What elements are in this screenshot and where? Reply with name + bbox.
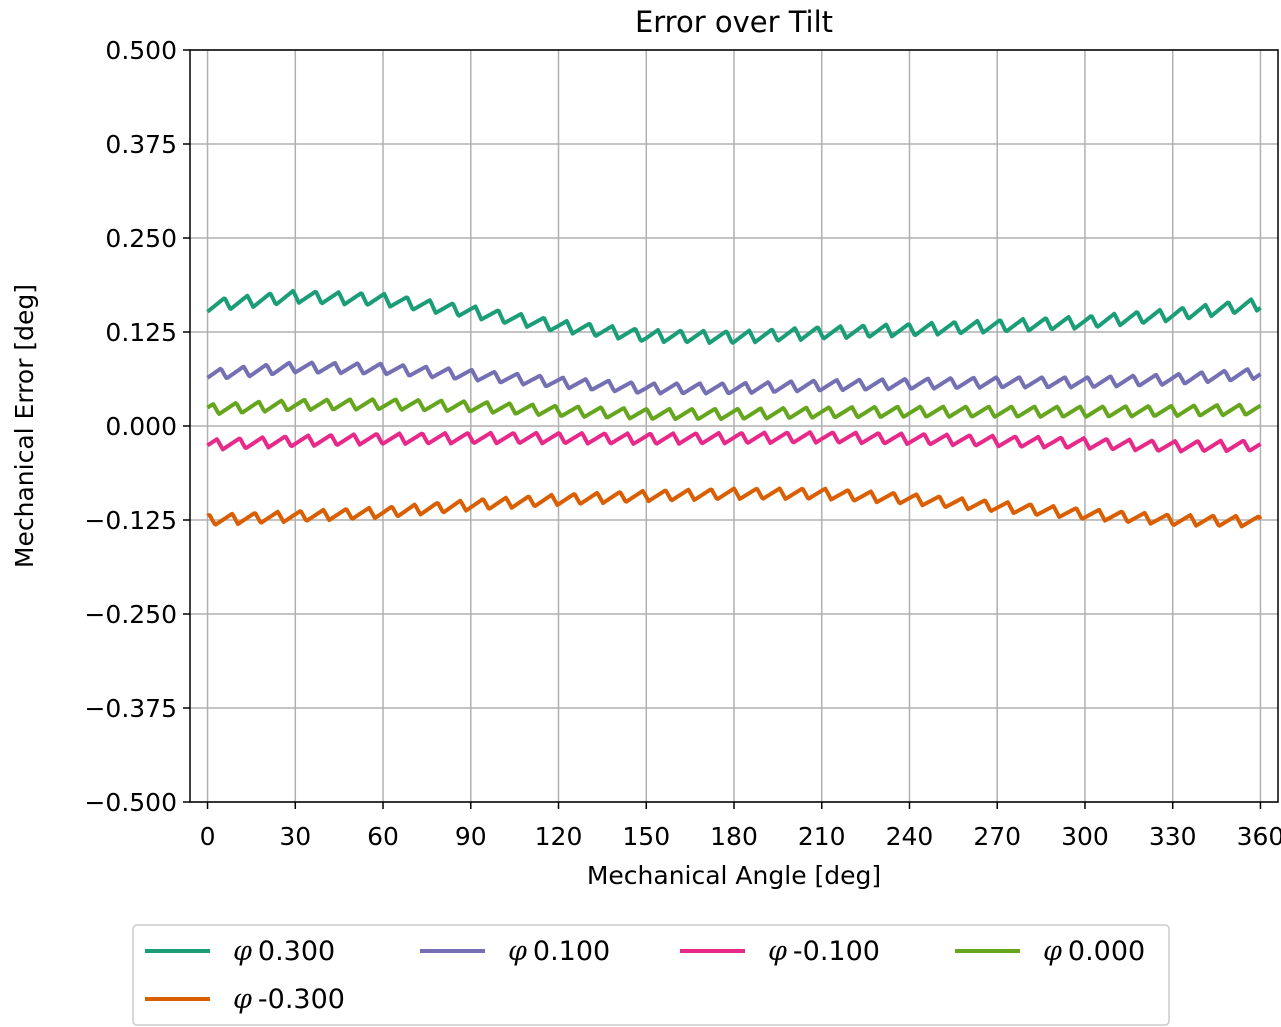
x-tick-label: 300: [1061, 822, 1109, 851]
legend-label: φ 0.100: [508, 936, 610, 967]
series-line-1: [206, 360, 1262, 396]
legend-label: φ -0.300: [233, 984, 345, 1015]
legend-symbol: φ: [508, 936, 527, 967]
legend-symbol: φ: [233, 984, 252, 1015]
x-tick-label: 60: [367, 822, 399, 851]
y-tick-label: 0.000: [105, 412, 177, 441]
legend-series-name: -0.300: [258, 984, 345, 1015]
x-tick-label: 360: [1237, 822, 1281, 851]
legend-series-name: 0.000: [1068, 936, 1145, 967]
x-tick-label: 120: [535, 822, 583, 851]
x-tick-label: 30: [279, 822, 311, 851]
x-tick-label: 330: [1149, 822, 1197, 851]
y-tick-label: −0.500: [84, 788, 177, 817]
legend-series-name: 0.300: [258, 936, 335, 967]
y-tick-label: −0.125: [84, 506, 177, 535]
x-tick-label: 270: [973, 822, 1021, 851]
x-axis-ticks: 0 30 60 90 120 150 180 210 240 270 300 330 360: [200, 802, 1281, 851]
legend-symbol: φ: [1043, 936, 1062, 967]
grid-lines: [190, 49, 1278, 803]
x-tick-label: 150: [622, 822, 670, 851]
legend-symbol: φ: [768, 936, 787, 967]
x-tick-label: 90: [455, 822, 487, 851]
legend-label: φ -0.100: [768, 936, 880, 967]
y-axis-ticks: 0.500 0.375 0.250 0.125 0.000 −0.125 −0.250 −0.…: [84, 36, 190, 817]
series-line-0: [206, 289, 1262, 345]
legend-label: φ 0.300: [233, 936, 335, 967]
y-tick-label: 0.375: [105, 130, 177, 159]
x-tick-label: 210: [798, 822, 846, 851]
x-axis-title: Mechanical Angle [deg]: [587, 861, 881, 890]
y-tick-label: 0.500: [105, 36, 177, 65]
x-tick-label: 180: [710, 822, 758, 851]
y-tick-label: −0.250: [84, 600, 177, 629]
series-line-2: [206, 430, 1262, 454]
chart-title: Error over Tilt: [635, 5, 833, 39]
legend-label: φ 0.000: [1043, 936, 1145, 967]
series-layer: [206, 289, 1263, 529]
y-axis-title: Mechanical Error [deg]: [10, 284, 39, 568]
y-tick-label: −0.375: [84, 694, 177, 723]
legend-series-name: -0.100: [793, 936, 880, 967]
series-line-3: [206, 397, 1262, 422]
legend-symbol: φ: [233, 936, 252, 967]
legend-series-name: 0.100: [533, 936, 610, 967]
legend-box: [132, 924, 1170, 1026]
x-tick-label: 240: [886, 822, 934, 851]
y-tick-label: 0.250: [105, 224, 177, 253]
x-tick-label: 0: [200, 822, 216, 851]
y-tick-label: 0.125: [105, 318, 177, 347]
series-line-4: [206, 486, 1263, 529]
